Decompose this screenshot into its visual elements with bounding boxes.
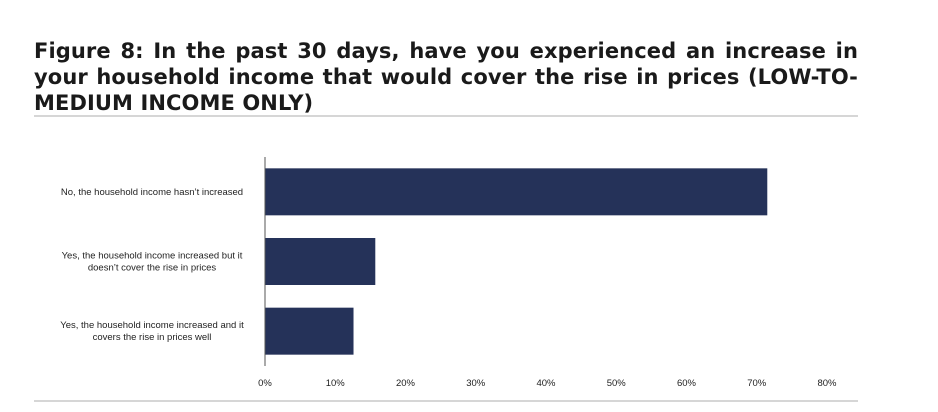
x-tick-label-50: 50% bbox=[607, 378, 627, 389]
bar-1 bbox=[265, 168, 768, 216]
x-tick-label-80: 80% bbox=[817, 378, 837, 389]
bar-2 bbox=[265, 238, 376, 285]
x-tick-label-0: 0% bbox=[258, 378, 272, 389]
x-tick-label-10: 10% bbox=[326, 378, 346, 389]
title-divider bbox=[34, 115, 858, 117]
category-label-2: Yes, the household income increased but … bbox=[62, 251, 243, 274]
category-label-1: No, the household income hasn’t increase… bbox=[61, 187, 243, 198]
x-tick-label-20: 20% bbox=[396, 378, 416, 389]
category-labels-group: No, the household income hasn’t increase… bbox=[60, 187, 244, 343]
category-label-3: Yes, the household income increased and … bbox=[60, 320, 244, 343]
bar-3 bbox=[265, 307, 354, 355]
x-tick-labels-group: 0% 10% 20% 30% 40% 50% 60% 70% 80% bbox=[258, 378, 837, 389]
x-tick-label-60: 60% bbox=[677, 378, 697, 389]
bars-group bbox=[265, 168, 768, 355]
x-tick-label-30: 30% bbox=[466, 378, 486, 389]
x-tick-label-70: 70% bbox=[747, 378, 767, 389]
bottom-divider bbox=[34, 400, 858, 402]
figure-title: Figure 8: In the past 30 days, have you … bbox=[34, 39, 858, 115]
x-tick-label-40: 40% bbox=[536, 378, 556, 389]
